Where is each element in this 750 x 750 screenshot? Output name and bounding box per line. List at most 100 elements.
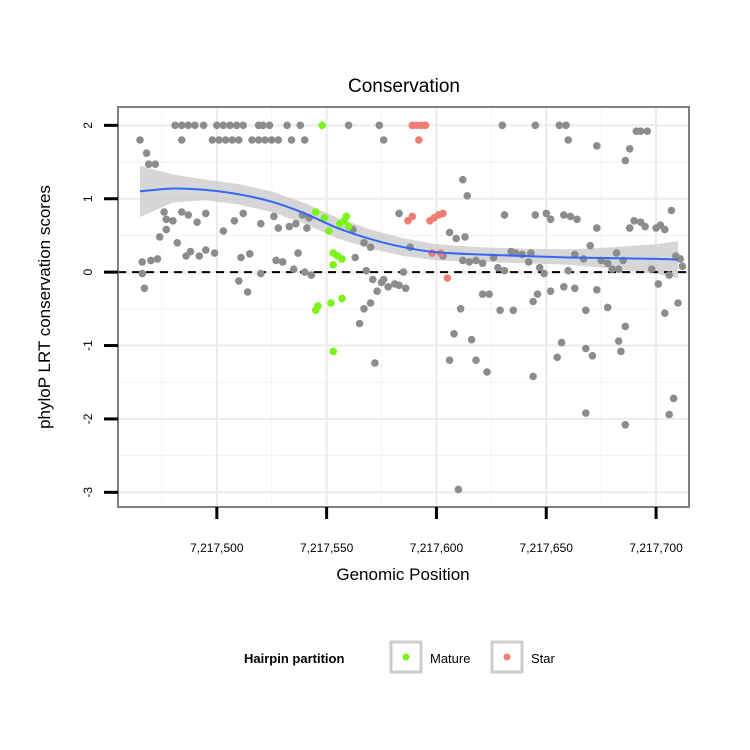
- point-other: [294, 249, 302, 257]
- point-other: [300, 136, 309, 144]
- point-other: [285, 222, 294, 231]
- point-other: [452, 234, 461, 243]
- point-other: [259, 121, 267, 130]
- point-other: [254, 136, 263, 144]
- point-other: [472, 256, 480, 265]
- plot-background: [118, 107, 689, 507]
- point-other: [546, 287, 555, 296]
- point-other: [155, 233, 164, 241]
- y-tick-label: 2: [81, 122, 95, 129]
- point-other: [485, 290, 494, 299]
- x-tick-label: 7,217,500: [190, 541, 244, 555]
- point-mature: [329, 261, 338, 269]
- point-mature: [329, 347, 338, 356]
- point-other: [617, 347, 625, 356]
- point-other: [162, 225, 171, 234]
- point-other: [500, 266, 509, 275]
- point-other: [360, 305, 368, 313]
- point-other: [593, 286, 601, 294]
- point-other: [564, 266, 572, 275]
- point-other: [366, 243, 375, 251]
- y-tick-label: 1: [81, 195, 95, 202]
- point-other: [496, 306, 504, 315]
- point-other: [582, 409, 590, 417]
- point-other: [261, 136, 269, 144]
- legend-symbol-mature: [402, 653, 410, 661]
- point-other: [553, 353, 561, 362]
- point-other: [450, 330, 458, 338]
- point-other: [278, 258, 287, 266]
- point-other: [465, 258, 474, 266]
- point-other: [445, 228, 454, 237]
- smooth-line-layer: [139, 187, 679, 261]
- point-other: [557, 338, 566, 347]
- point-other: [529, 372, 537, 381]
- point-other: [193, 218, 201, 226]
- point-other: [636, 127, 645, 135]
- point-other: [147, 256, 155, 265]
- point-other: [571, 284, 579, 293]
- point-other: [582, 306, 590, 315]
- point-other: [184, 211, 193, 219]
- point-other: [138, 269, 146, 278]
- point-other: [395, 209, 403, 218]
- point-other: [243, 288, 252, 296]
- point-mature: [342, 212, 351, 221]
- point-other: [665, 410, 673, 419]
- x-axis-ticks: 7,217,500 7,217,550 7,217,600 7,217,650 7,21…: [190, 507, 683, 555]
- point-other: [566, 212, 575, 221]
- point-other: [562, 121, 570, 130]
- point-other: [614, 337, 623, 345]
- point-other: [612, 249, 621, 257]
- point-other: [608, 265, 616, 274]
- point-other: [371, 359, 379, 367]
- point-other: [518, 250, 526, 259]
- point-other: [283, 121, 291, 130]
- point-other: [669, 394, 678, 403]
- point-other: [456, 305, 465, 313]
- x-tick-label: 7,217,600: [410, 541, 464, 555]
- chart-title: Conservation: [348, 76, 460, 97]
- point-other: [210, 249, 219, 257]
- point-other: [379, 136, 388, 144]
- point-mature: [325, 227, 333, 235]
- point-other: [478, 290, 487, 299]
- point-other: [265, 121, 274, 130]
- point-other: [614, 265, 623, 274]
- point-other: [140, 284, 149, 293]
- point-other: [603, 303, 612, 312]
- point-other: [643, 127, 652, 135]
- point-other: [459, 175, 467, 184]
- point-mature: [327, 299, 335, 307]
- point-other: [661, 225, 669, 234]
- point-star: [415, 136, 423, 144]
- point-other: [535, 263, 544, 272]
- point-star: [421, 121, 430, 130]
- point-other: [235, 136, 243, 144]
- point-other: [226, 121, 234, 130]
- point-star: [443, 274, 452, 282]
- point-other: [625, 224, 634, 232]
- point-other: [369, 275, 377, 284]
- point-other: [625, 145, 634, 153]
- point-other: [360, 239, 368, 247]
- point-other: [665, 271, 673, 279]
- point-other: [571, 250, 579, 259]
- x-tick-label: 7,217,650: [520, 541, 574, 555]
- point-other: [401, 284, 410, 293]
- legend-label-mature: Mature: [430, 651, 470, 666]
- plot-border: [117, 106, 690, 508]
- point-other: [303, 224, 311, 232]
- point-other: [208, 136, 217, 144]
- point-other: [529, 297, 537, 306]
- legend: Hairpin partition Mature Star: [244, 640, 556, 674]
- point-other: [467, 335, 476, 344]
- point-other: [621, 421, 630, 429]
- point-other: [573, 215, 581, 224]
- y-tick-label: 0: [81, 268, 95, 275]
- point-other: [221, 136, 230, 144]
- point-other: [195, 252, 204, 260]
- legend-symbol-star: [503, 653, 511, 661]
- point-other: [531, 211, 540, 219]
- point-mature: [318, 121, 327, 130]
